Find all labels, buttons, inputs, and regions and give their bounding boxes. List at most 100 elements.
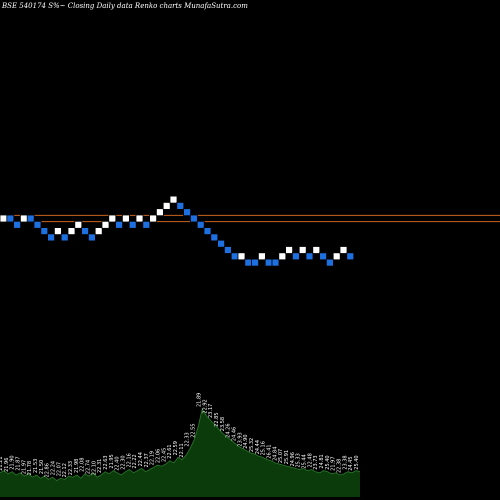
volume-line <box>0 407 361 481</box>
volume-label: 22.31 <box>97 459 103 473</box>
renko-brick <box>67 227 76 236</box>
renko-brick <box>189 214 198 223</box>
volume-label: 24.45 <box>348 456 354 470</box>
volume-label: 21.97 <box>21 460 27 474</box>
volume-label: 22.48 <box>307 453 313 467</box>
renko-brick <box>47 233 55 242</box>
volume-label: 24.90 <box>243 434 249 448</box>
volume-label: 22.85 <box>214 412 220 426</box>
renko-brick <box>40 227 49 236</box>
volume-label: 22.19 <box>150 451 156 465</box>
volume-label: 25.07 <box>278 449 284 463</box>
volume-label: 21.21 <box>0 456 4 470</box>
volume-label: 23.93 <box>237 432 243 446</box>
volume-label: 22.92 <box>202 399 208 413</box>
renko-brick <box>155 208 164 217</box>
renko-brick <box>325 258 334 267</box>
renko-brick <box>319 252 328 261</box>
volume-label: 25.33 <box>296 453 302 467</box>
renko-brick <box>210 233 219 242</box>
volume-label: 25.40 <box>325 455 331 469</box>
renko-brick <box>217 239 226 248</box>
renko-brick <box>94 227 103 236</box>
volume-label: 25.40 <box>354 455 360 469</box>
renko-brick <box>278 252 287 261</box>
volume-label: 24.81 <box>319 454 325 468</box>
volume-label: 21.87 <box>16 456 22 470</box>
volume-label: 21.90 <box>10 455 16 469</box>
renko-brick <box>74 220 83 229</box>
renko-brick <box>0 214 8 223</box>
volume-label: 22.59 <box>173 441 179 455</box>
renko-brick <box>122 214 130 223</box>
renko-brick <box>223 246 232 254</box>
volume-label: 24.46 <box>231 427 237 441</box>
volume-label: 21.95 <box>109 454 115 468</box>
renko-brick <box>291 252 300 261</box>
renko-brick <box>162 201 171 210</box>
renko-brick <box>196 220 205 229</box>
volume-label: 22.74 <box>86 460 92 474</box>
renko-brick <box>346 252 355 261</box>
renko-brick <box>237 252 246 261</box>
renko-brick <box>115 220 123 229</box>
volume-label: 24.44 <box>255 440 261 454</box>
volume-label: 22.30 <box>121 455 127 469</box>
renko-brick <box>298 246 307 254</box>
renko-brick <box>257 252 266 261</box>
volume-label: 23.38 <box>342 455 348 469</box>
renko-brick <box>251 258 260 267</box>
renko-brick <box>339 246 348 254</box>
chart-title: BSE 540174 S%~ Closing Daily data Renko … <box>2 2 248 10</box>
renko-brick <box>60 233 69 242</box>
renko-brick <box>332 252 341 261</box>
volume-label: 22.24 <box>51 461 57 475</box>
renko-brick <box>176 201 185 210</box>
volume-label: 22.06 <box>156 449 162 463</box>
renko-brick <box>81 227 89 236</box>
volume-label: 21.53 <box>33 459 39 473</box>
volume-label: 22.12 <box>62 463 68 477</box>
renko-brick <box>135 214 144 223</box>
volume-label: 22.16 <box>126 453 132 467</box>
renko-brick <box>128 220 137 229</box>
volume-label: 21.78 <box>27 461 33 475</box>
volume-label: 22.10 <box>91 461 97 475</box>
renko-brick <box>285 246 294 254</box>
renko-brick <box>26 214 35 223</box>
volume-label: 22.44 <box>138 452 144 466</box>
volume-label: 22.86 <box>45 463 51 477</box>
volume-label: 22.08 <box>80 458 86 472</box>
renko-brick <box>203 227 212 236</box>
renko-brick <box>88 233 96 242</box>
renko-brick <box>149 214 158 223</box>
volume-label: 25.32 <box>249 438 255 452</box>
volume-label: 23.17 <box>208 404 214 418</box>
renko-bricks <box>0 195 355 267</box>
volume-panel: 21.21 21.96 21.90 21.87 21.97 21.78 21.53 21.50… <box>0 393 361 497</box>
volume-label: 22.07 <box>56 462 62 476</box>
volume-label: 22.45 <box>161 448 167 462</box>
volume-label: 22.33 <box>68 461 74 475</box>
reference-lines <box>0 214 500 223</box>
volume-label: 22.55 <box>191 423 197 437</box>
renko-brick <box>183 208 192 217</box>
volume-label: 22.63 <box>103 455 109 469</box>
renko-brick <box>33 220 42 229</box>
renko-brick <box>54 227 62 236</box>
renko-brick <box>101 220 110 229</box>
renko-brick <box>108 214 117 223</box>
volume-label: 25.16 <box>261 441 267 455</box>
volume-label: 24.96 <box>290 452 296 466</box>
volume-label: 21.50 <box>39 460 45 474</box>
renko-brick <box>305 252 314 261</box>
renko-brick <box>271 258 280 267</box>
renko-brick <box>264 258 273 267</box>
volume-label: 23.58 <box>220 417 226 431</box>
volume-label: 22.22 <box>132 454 138 468</box>
volume-label: 25.44 <box>301 454 307 468</box>
volume-label: 22.37 <box>144 453 150 467</box>
renko-brick <box>13 220 22 229</box>
volume-label: 25.91 <box>284 450 290 464</box>
renko-brick <box>312 246 321 254</box>
